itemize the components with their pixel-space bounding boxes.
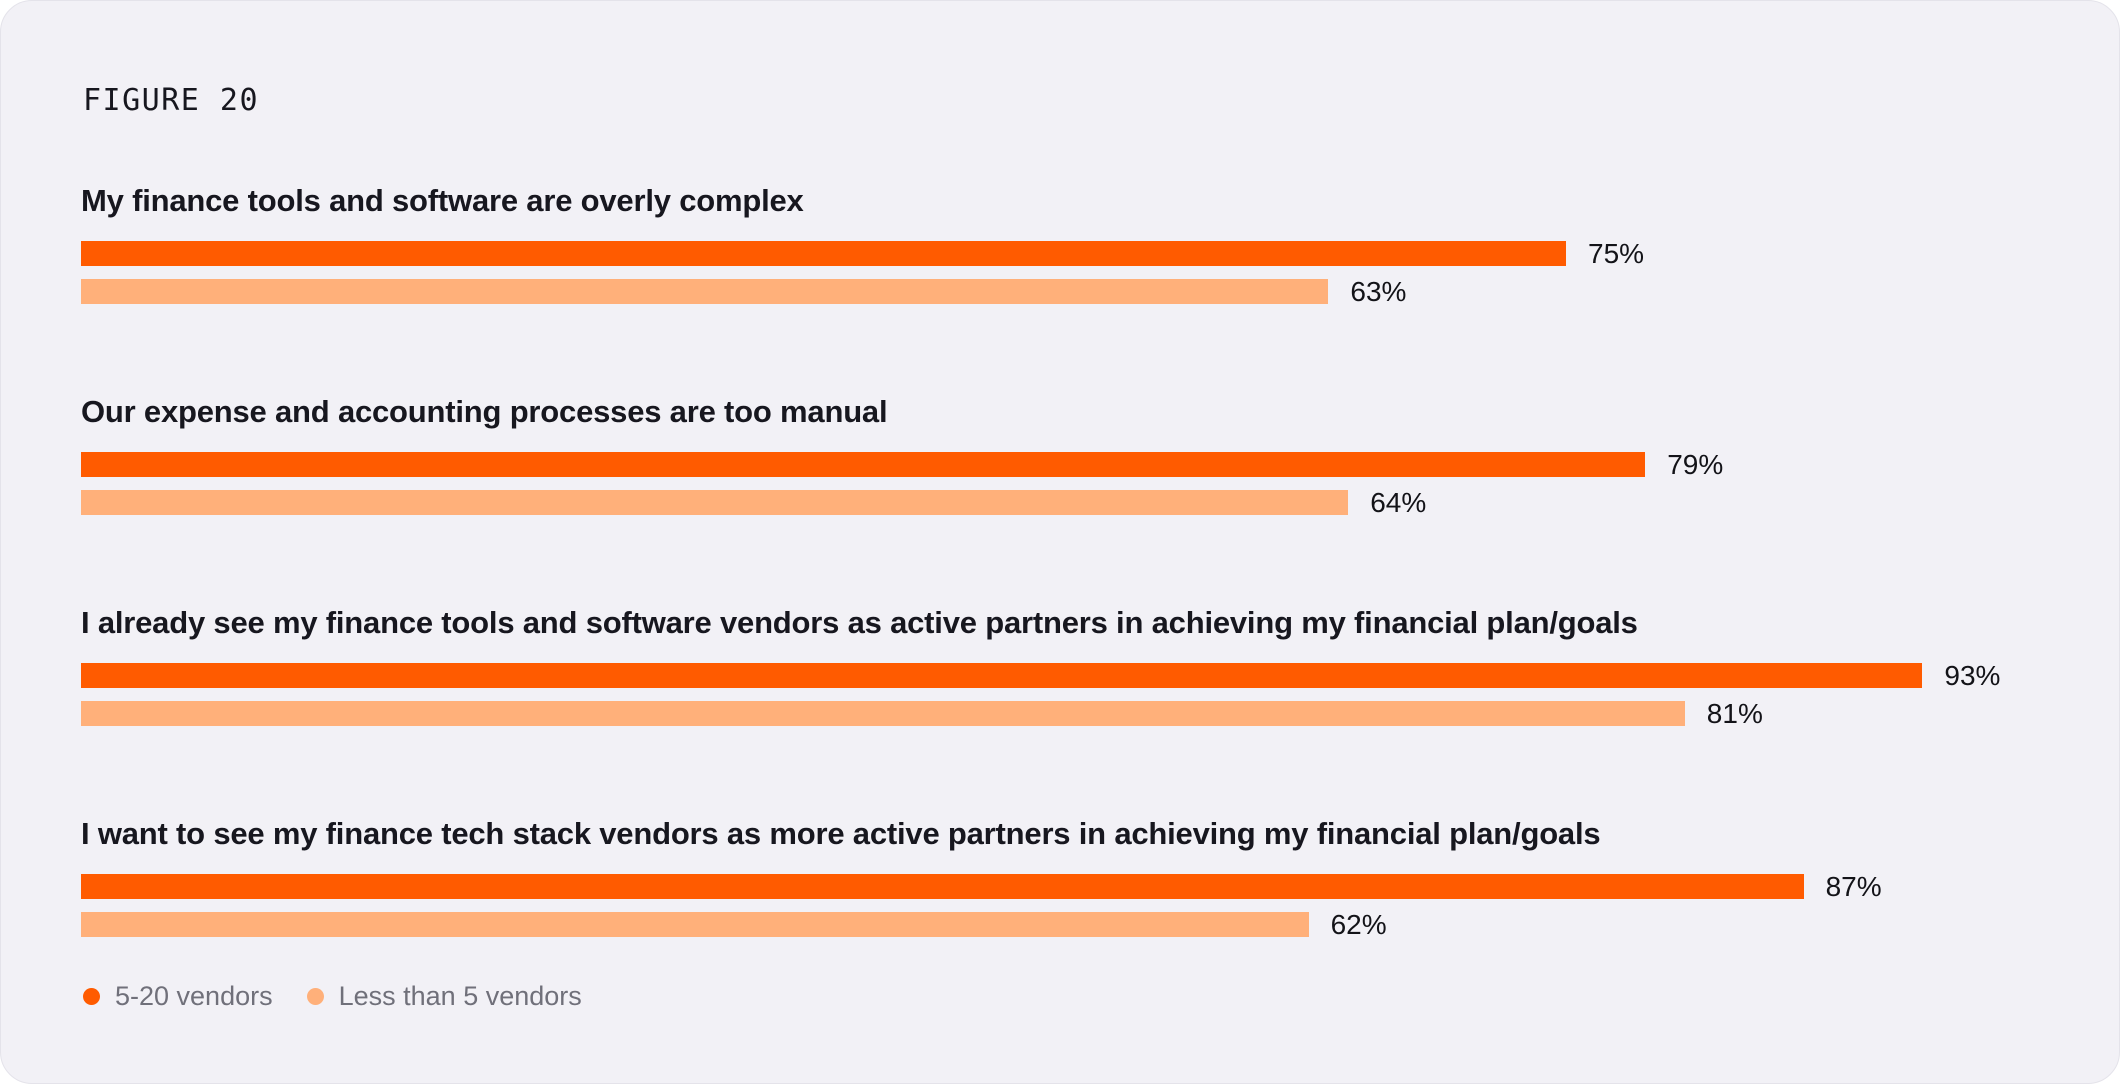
bar-value-label: 93% (1944, 659, 2001, 691)
bar-primary (81, 874, 1804, 899)
bar-track: 62% (81, 909, 2061, 940)
category-group: I want to see my finance tech stack vend… (81, 816, 2079, 940)
bar-value-label: 62% (1330, 908, 1387, 940)
bar-track: 63% (81, 276, 2061, 307)
legend-item: 5-20 vendors (83, 981, 273, 1012)
bar-row: 75% (81, 238, 2061, 269)
category-label: Our expense and accounting processes are… (81, 394, 888, 429)
bar-value-label: 75% (1588, 237, 1645, 269)
bar-track: 87% (81, 871, 2061, 902)
bar-track: 93% (81, 660, 2061, 691)
bar-row: 63% (81, 276, 2061, 307)
legend-item: Less than 5 vendors (306, 980, 582, 1012)
chart-legend: 5-20 vendors Less than 5 vendors (83, 979, 582, 1013)
bar-secondary (81, 701, 1685, 726)
category-group: I already see my finance tools and softw… (81, 605, 2079, 729)
bar-value-label: 87% (1825, 870, 1882, 902)
bar-row: 79% (81, 449, 2061, 480)
bar-value-label: 79% (1667, 448, 1724, 480)
bar-row: 81% (81, 698, 2061, 729)
legend-dot-icon (306, 987, 324, 1005)
bar-track: 75% (81, 238, 2061, 269)
bar-primary (81, 241, 1566, 266)
category-group: Our expense and accounting processes are… (81, 394, 2079, 518)
bar-row: 93% (81, 660, 2061, 691)
bar-value-label: 64% (1370, 486, 1427, 518)
bar-track: 79% (81, 449, 2061, 480)
bar-value-label: 81% (1706, 697, 1763, 729)
category-label: My finance tools and software are overly… (81, 183, 804, 218)
legend-label: Less than 5 vendors (338, 980, 582, 1011)
bar-row: 87% (81, 871, 2061, 902)
bar-track: 64% (81, 487, 2061, 518)
legend-label: 5-20 vendors (115, 980, 273, 1011)
bar-secondary (81, 279, 1329, 304)
bar-value-label: 63% (1350, 275, 1407, 307)
figure-title: FIGURE 20 (83, 83, 260, 118)
bar-secondary (81, 490, 1349, 515)
category-label: I already see my finance tools and softw… (81, 605, 1638, 640)
bar-track: 81% (81, 698, 2061, 729)
bar-secondary (81, 912, 1309, 937)
category-group: My finance tools and software are overly… (81, 183, 2079, 307)
bar-row: 62% (81, 909, 2061, 940)
legend-dot-icon (83, 987, 100, 1005)
bar-row: 64% (81, 487, 2061, 518)
category-label: I want to see my finance tech stack vend… (81, 816, 1601, 851)
bar-primary (81, 452, 1646, 477)
bar-primary (81, 663, 1923, 688)
